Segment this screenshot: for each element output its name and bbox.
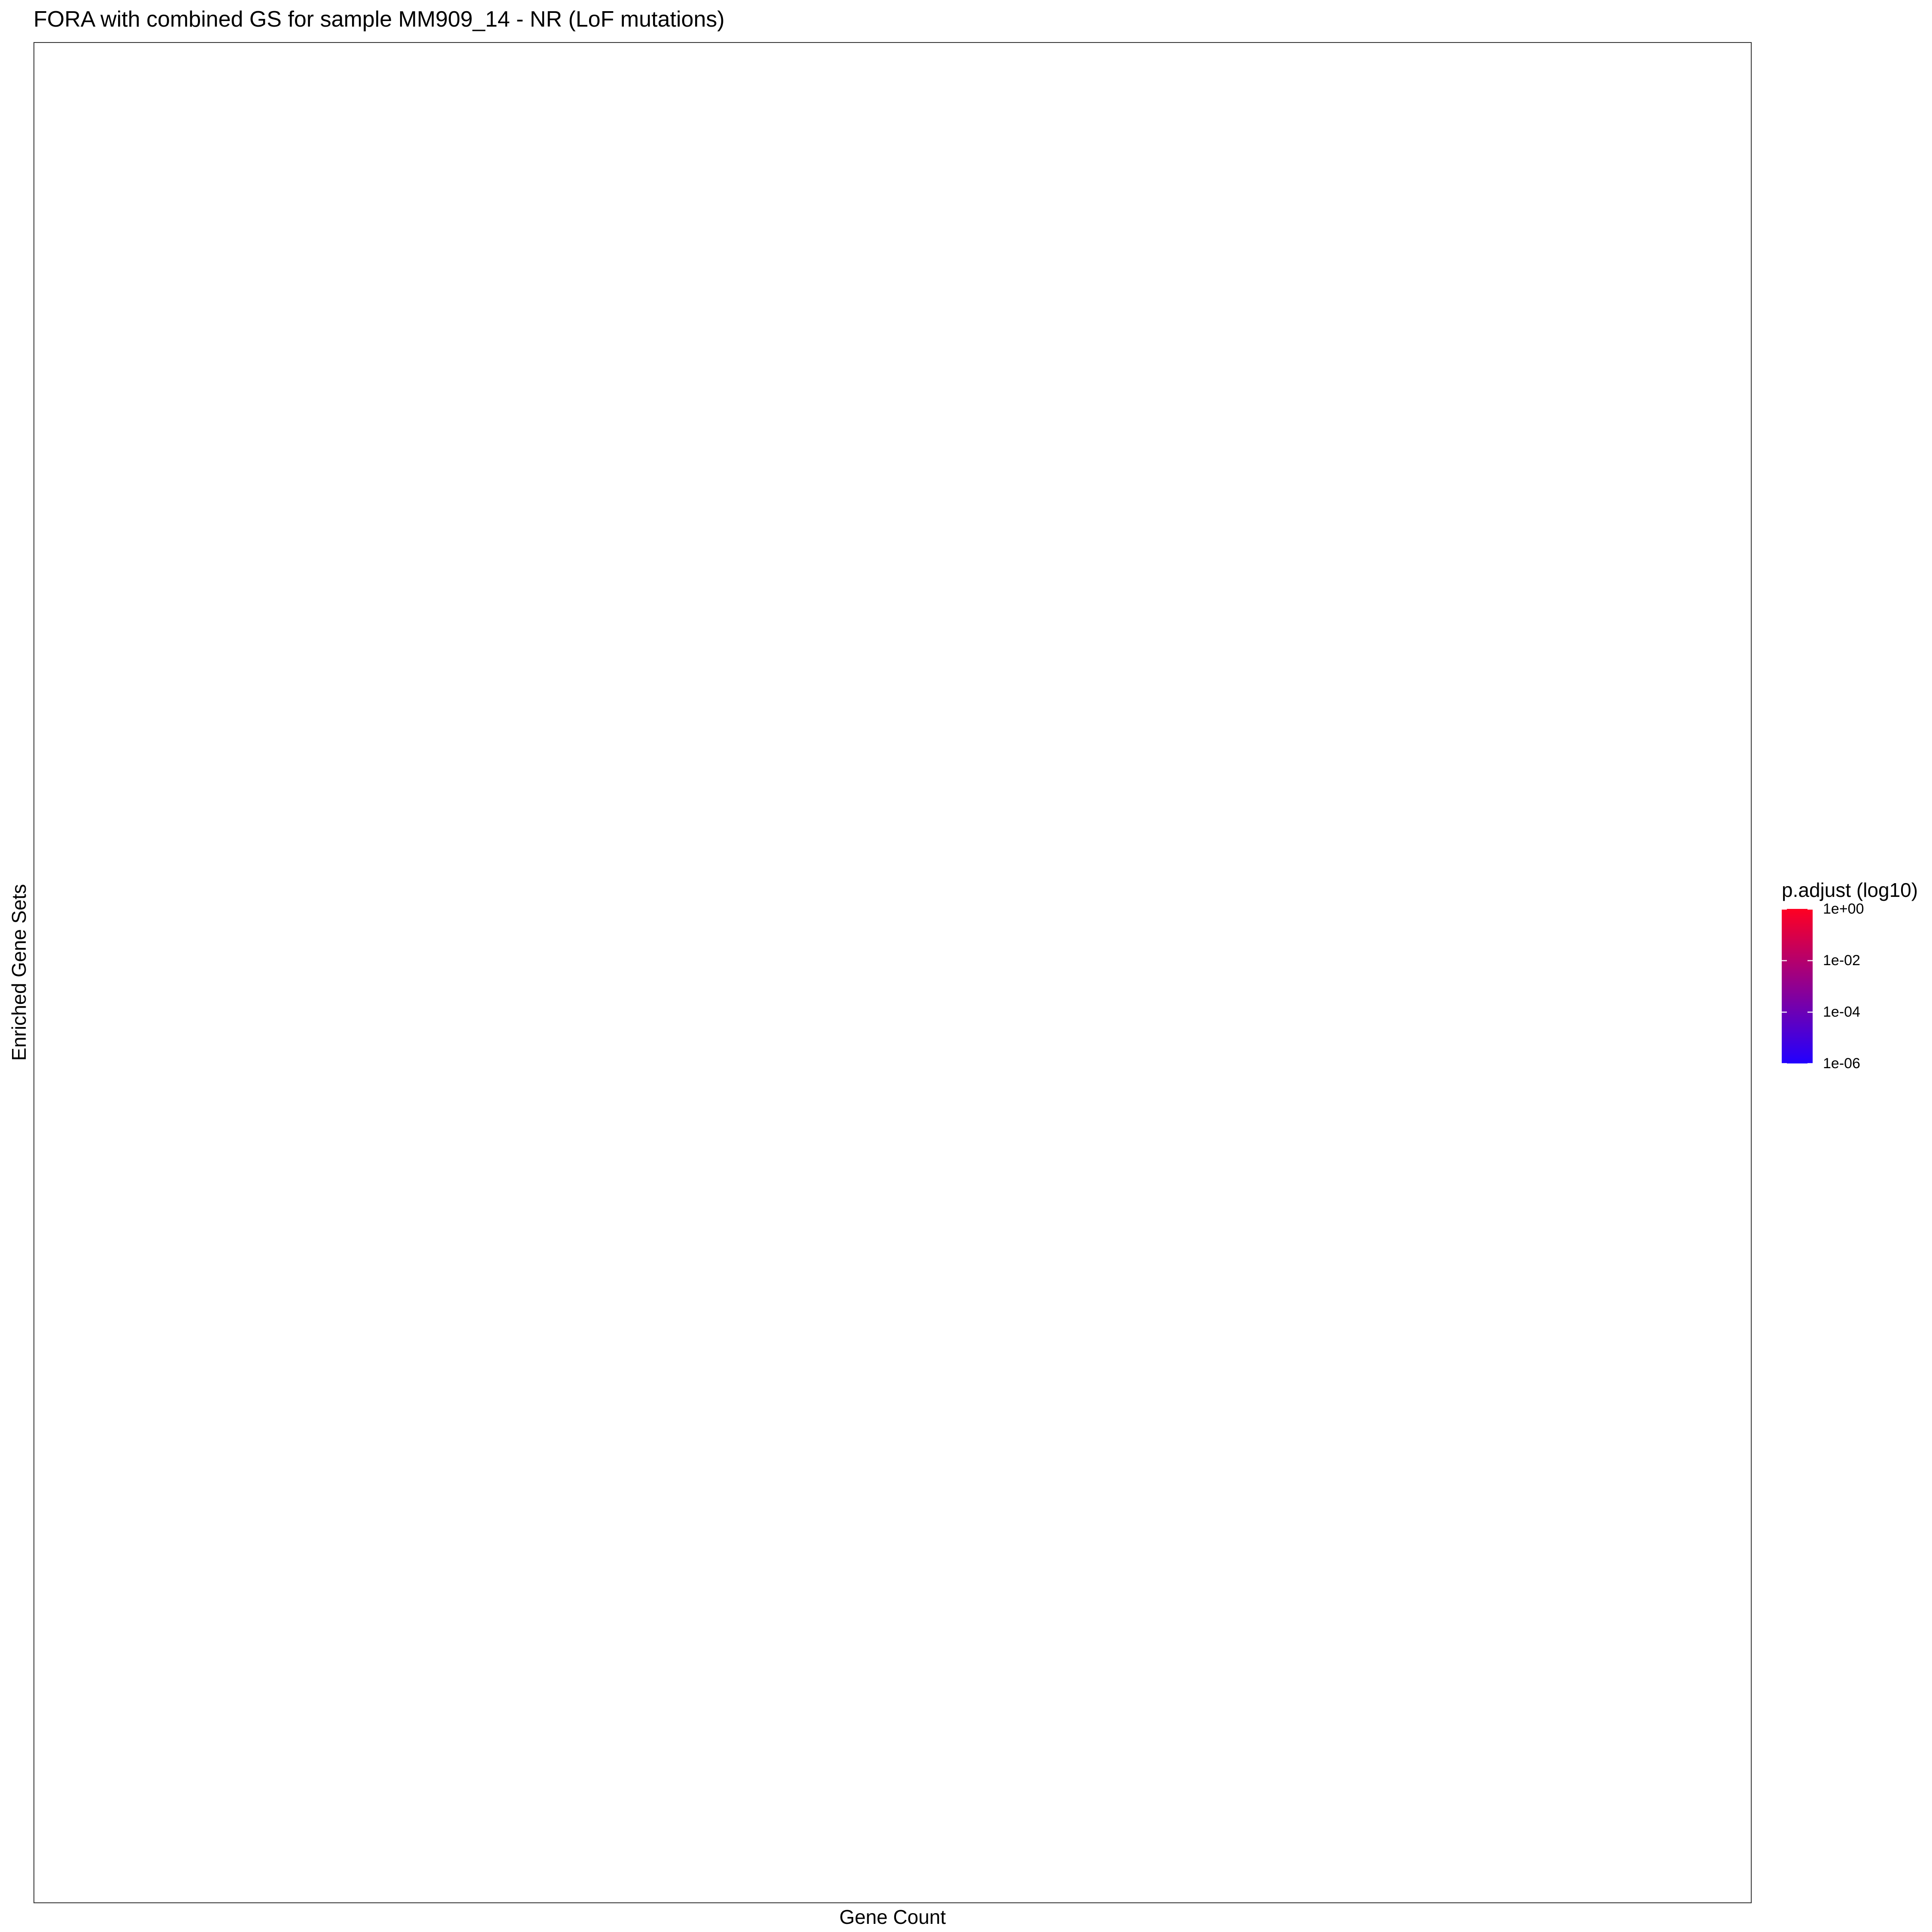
legend-tick-mark-right (1807, 908, 1813, 910)
legend-tick-mark-left (1782, 960, 1787, 961)
plot-panel (33, 42, 1752, 1903)
legend-tick-mark-right (1807, 1011, 1813, 1013)
legend-tick-label: 1e-06 (1823, 1055, 1860, 1072)
legend-tick-mark-left (1782, 908, 1787, 910)
legend-tick-mark-left (1782, 1063, 1787, 1064)
legend-colorbar-fill (1782, 909, 1813, 1063)
legend-tick-mark-right (1807, 1063, 1813, 1064)
legend-tick-label: 1e-04 (1823, 1004, 1860, 1020)
legend-title: p.adjust (log10) (1782, 879, 1918, 901)
x-axis-label: Gene Count (839, 1906, 946, 1928)
legend-colorbar (1782, 909, 1813, 1063)
legend-tick-label: 1e-02 (1823, 952, 1860, 969)
legend-tick-mark-left (1782, 1011, 1787, 1013)
legend-tick-mark-right (1807, 960, 1813, 961)
legend-tick-label: 1e+00 (1823, 901, 1864, 917)
y-axis-label: Enriched Gene Sets (8, 884, 30, 1061)
chart-title: FORA with combined GS for sample MM909_1… (33, 7, 725, 32)
